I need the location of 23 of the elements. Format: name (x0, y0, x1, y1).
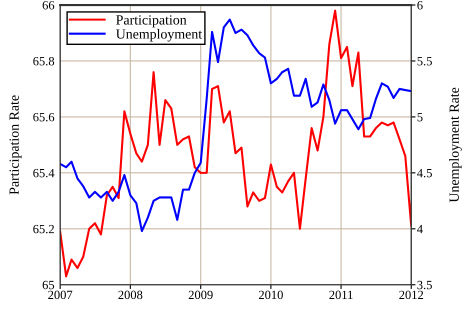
x-tick-label: 2011 (329, 290, 353, 300)
x-tick-label: 2008 (118, 290, 142, 300)
legend-label: Unemployment (116, 28, 202, 42)
y2-tick-label: 6 (417, 1, 423, 10)
y2-tick-label: 5.5 (418, 57, 432, 66)
y-axis-title: Participation Rate (9, 95, 22, 194)
y-tick-label: 65.4 (33, 168, 54, 178)
x-tick-label: 2012 (399, 290, 424, 300)
y-tick-label: 65.6 (33, 112, 54, 122)
x-tick-label: 2009 (188, 290, 213, 300)
y2-tick-label: 5 (418, 113, 423, 122)
line-series (60, 10, 412, 278)
x-tick-label: 2007 (48, 290, 72, 300)
y2-tick-label: 4.5 (417, 168, 432, 178)
legend-label: Participation (116, 15, 186, 28)
y-tick-label: 65.2 (33, 224, 54, 234)
y-tick-label: 66 (42, 1, 54, 10)
y2-axis-title: Unemployment Rate (449, 88, 462, 202)
y-tick-label: 65.8 (33, 56, 54, 66)
y2-tick-label: 4 (417, 224, 423, 234)
y2-tick-label: 3.5 (417, 280, 432, 290)
y-tick-label: 65 (42, 280, 54, 290)
x-tick-label: 2010 (258, 290, 283, 300)
